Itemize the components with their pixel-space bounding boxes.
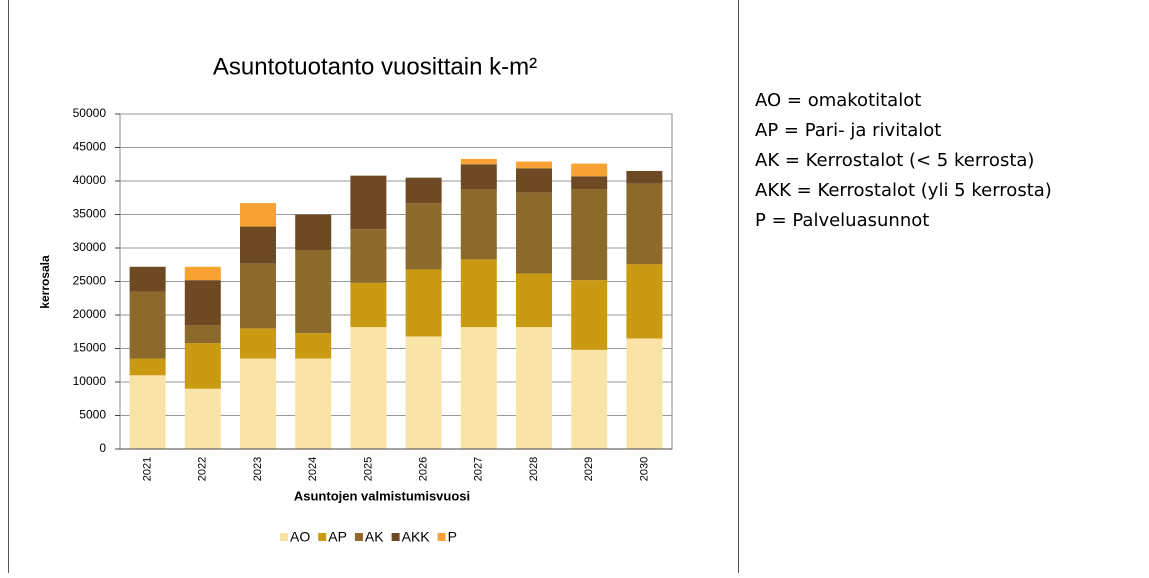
bar-segment xyxy=(129,358,166,376)
bar-segment xyxy=(460,164,497,190)
bar-segment xyxy=(571,163,608,177)
bar-segment xyxy=(405,203,442,270)
bar-segment xyxy=(240,203,276,227)
bar-segment xyxy=(240,328,276,359)
bar-segment xyxy=(350,175,387,230)
bar-segment xyxy=(184,266,221,281)
note: P = Palveluasunnot xyxy=(755,210,929,231)
bar-segment xyxy=(295,250,332,334)
note: AKK = Kerrostalot (yli 5 kerrosta) xyxy=(755,180,1052,201)
note: AO = omakotitalot xyxy=(755,90,921,111)
x-tick-label: 2030 xyxy=(638,457,650,481)
legend-swatch xyxy=(318,533,327,541)
legend-swatch xyxy=(437,533,446,541)
bar-segment xyxy=(129,375,166,449)
legend-swatch xyxy=(280,533,288,541)
bar-segment xyxy=(129,291,166,359)
y-tick-label: 50000 xyxy=(73,106,107,120)
y-tick-label: 40000 xyxy=(73,173,107,187)
x-tick-label: 2022 xyxy=(197,457,209,481)
y-tick-label: 25000 xyxy=(73,274,107,288)
x-tick-label: 2023 xyxy=(252,457,264,481)
y-tick-label: 10000 xyxy=(73,374,107,388)
legend-swatch xyxy=(354,533,363,541)
bar-segment xyxy=(184,280,221,326)
bar-segment xyxy=(405,269,442,337)
legend-label: AK xyxy=(365,529,384,545)
legend-label: AKK xyxy=(402,529,431,545)
bar-segment xyxy=(350,327,387,449)
bar-segment xyxy=(516,327,552,449)
bar-segment xyxy=(184,325,221,344)
bar-segment xyxy=(460,158,497,165)
x-tick-label: 2028 xyxy=(528,457,540,481)
x-tick-label: 2029 xyxy=(583,457,595,481)
chart-title: Asuntotuotanto vuosittain k-m² xyxy=(213,53,537,80)
legend-label: AP xyxy=(328,529,347,545)
x-tick-label: 2025 xyxy=(362,457,374,481)
note: AK = Kerrostalot (< 5 kerrosta) xyxy=(755,150,1034,171)
bar-segment xyxy=(184,343,221,389)
y-tick-label: 15000 xyxy=(73,341,107,355)
bar-segment xyxy=(405,336,442,449)
bar-segment xyxy=(516,161,552,169)
bar-segment xyxy=(295,333,332,359)
y-tick-label: 35000 xyxy=(73,207,107,221)
bar-segment xyxy=(129,266,166,292)
bar-segment xyxy=(626,170,663,184)
bar-segment xyxy=(460,327,497,449)
bar-segment xyxy=(240,263,276,329)
bar-segment xyxy=(571,176,608,190)
bar-segment xyxy=(460,259,497,328)
bar-segment xyxy=(516,192,552,274)
bar-segment xyxy=(571,189,608,281)
legend-swatch xyxy=(391,533,400,541)
bar-segment xyxy=(240,358,276,449)
y-tick-label: 45000 xyxy=(73,140,107,154)
bar-segment xyxy=(460,189,497,260)
legend-label: P xyxy=(448,529,457,545)
bar-segment xyxy=(516,168,552,193)
y-axis-label: kerrosala xyxy=(38,255,52,309)
x-tick-label: 2024 xyxy=(307,457,319,481)
bar-segment xyxy=(571,349,608,449)
x-tick-label: 2026 xyxy=(418,457,430,481)
bar-segment xyxy=(240,226,276,264)
bar-segment xyxy=(626,264,663,339)
bar-segment xyxy=(626,183,663,265)
bar-segment xyxy=(350,282,387,328)
y-tick-label: 30000 xyxy=(73,240,107,254)
y-tick-label: 20000 xyxy=(73,307,107,321)
bar-segment xyxy=(295,214,332,251)
bar-segment xyxy=(295,358,332,449)
bar-segment xyxy=(405,177,442,204)
y-tick-label: 0 xyxy=(99,441,106,455)
bar-segment xyxy=(571,280,608,350)
x-tick-label: 2021 xyxy=(142,457,154,481)
y-tick-label: 5000 xyxy=(79,408,106,422)
bar-segment xyxy=(626,338,663,449)
x-axis-label: Asuntojen valmistumisvuosi xyxy=(294,488,470,503)
note: AP = Pari- ja rivitalot xyxy=(755,120,941,141)
bar-segment xyxy=(350,229,387,283)
x-tick-label: 2027 xyxy=(473,457,485,481)
bar-segment xyxy=(516,273,552,328)
bar-segment xyxy=(184,388,221,449)
legend-label: AO xyxy=(290,529,310,545)
